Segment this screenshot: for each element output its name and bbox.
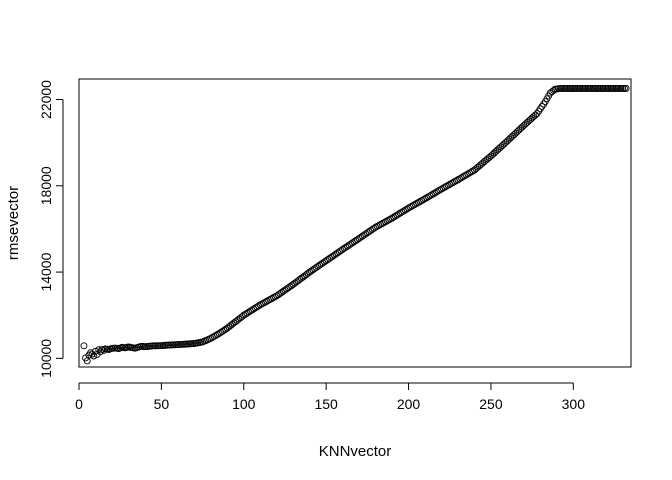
plot-frame	[78, 78, 632, 368]
data-point	[428, 191, 436, 199]
data-point	[100, 346, 108, 354]
data-point	[433, 188, 441, 196]
data-point	[90, 352, 98, 360]
data-point	[80, 342, 88, 350]
data-point	[212, 332, 220, 339]
data-point	[459, 173, 467, 181]
data-point	[466, 169, 473, 177]
data-point	[95, 346, 103, 354]
data-point	[454, 176, 462, 184]
data-point	[403, 205, 411, 213]
y-tick-label: 14000	[38, 252, 54, 291]
y-axis: 10000 14000 18000 22000	[38, 80, 64, 378]
data-point	[434, 187, 442, 195]
x-tick-label: 200	[397, 396, 421, 412]
data-point	[456, 175, 464, 183]
x-tick-label: 0	[75, 396, 83, 412]
x-tick-label: 250	[479, 396, 503, 412]
y-axis-label: rmsevector	[5, 186, 22, 260]
data-point	[464, 170, 472, 178]
data-point	[461, 172, 469, 180]
x-tick-label: 300	[562, 396, 586, 412]
data-point	[431, 189, 439, 197]
x-axis: 0 50 100 150 200 250 300	[75, 382, 586, 412]
data-point	[419, 196, 427, 204]
data-point	[457, 174, 465, 182]
data-points	[80, 85, 630, 365]
data-point	[429, 190, 437, 198]
x-axis-label: KNNvector	[319, 443, 392, 460]
data-point	[622, 85, 630, 92]
data-point	[421, 195, 429, 203]
data-point	[386, 215, 394, 223]
data-point	[98, 345, 106, 353]
data-point	[452, 177, 460, 185]
x-tick-label: 100	[232, 396, 256, 412]
data-point	[92, 347, 99, 355]
data-point	[550, 86, 558, 94]
y-tick-label: 10000	[38, 339, 54, 378]
data-point	[424, 193, 432, 201]
x-tick-label: 50	[154, 396, 170, 412]
data-point	[269, 294, 277, 302]
data-point	[462, 171, 470, 179]
data-point	[467, 168, 475, 176]
x-tick-label: 150	[314, 396, 338, 412]
data-point	[423, 194, 431, 202]
y-tick-label: 22000	[38, 80, 54, 119]
y-tick-label: 18000	[38, 166, 54, 205]
data-point	[426, 192, 434, 200]
